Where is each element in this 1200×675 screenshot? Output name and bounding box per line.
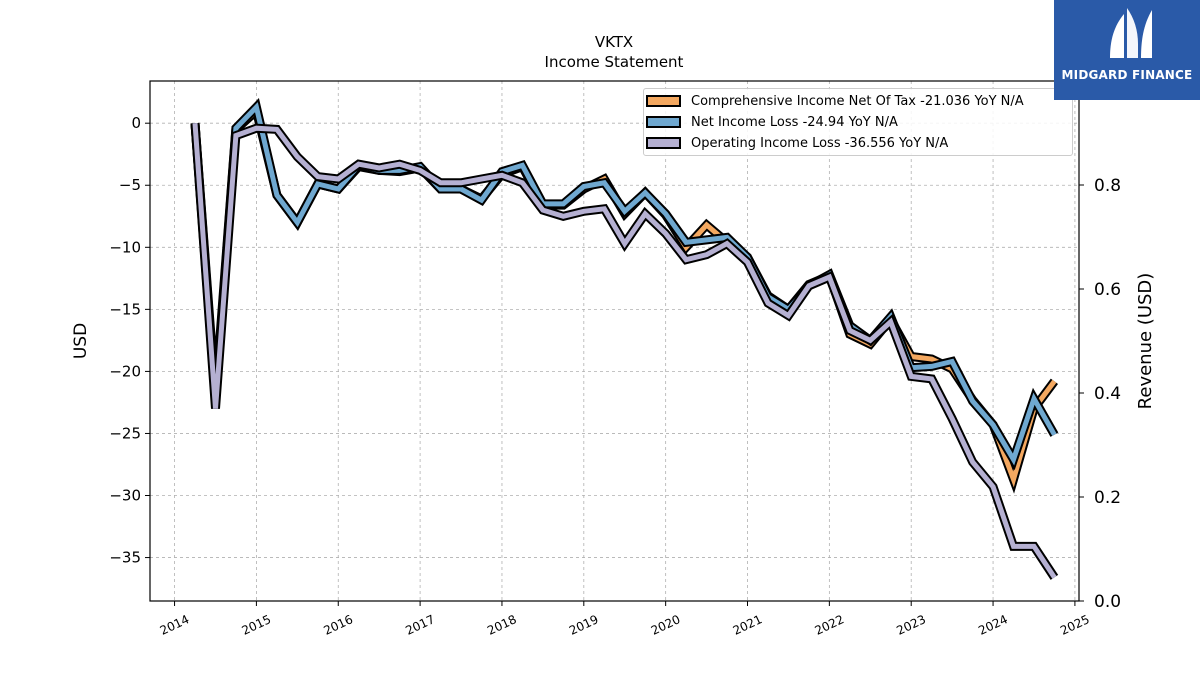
y-tick-label: −35 xyxy=(109,549,141,567)
x-tick-label: 2021 xyxy=(731,612,765,638)
y-tick-label: 0 xyxy=(131,114,141,132)
y-right-tick-label: 0.6 xyxy=(1094,280,1121,300)
x-tick-label: 2019 xyxy=(567,612,601,638)
legend-swatch xyxy=(646,95,681,107)
x-tick-label: 2025 xyxy=(1058,612,1092,638)
y-tick-label: −15 xyxy=(109,300,141,318)
logo-text: MIDGARD FINANCE xyxy=(1061,68,1193,82)
legend-item-operating-income: Operating Income Loss -36.556 YoY N/A xyxy=(644,134,1072,154)
y-axis-right-label: Revenue (USD) xyxy=(1135,273,1156,410)
right-y-axis: 0.0 0.2 0.4 0.6 0.8 xyxy=(1079,176,1121,612)
legend-swatch xyxy=(646,116,681,128)
y-right-tick-label: 0.8 xyxy=(1094,176,1121,196)
y-right-tick-label: 0.2 xyxy=(1094,488,1121,508)
series-line-comprehensive-income-net-of-tax xyxy=(192,106,1057,488)
logo-mark-icon xyxy=(1110,8,1152,58)
series-outline-operating-income-loss xyxy=(190,122,1059,580)
grid xyxy=(150,81,1079,601)
chart-title: VKTX xyxy=(595,33,633,51)
midgard-finance-logo: MIDGARD FINANCE xyxy=(1054,0,1200,100)
x-tick-label: 2014 xyxy=(158,612,192,638)
y-tick-label: −25 xyxy=(109,424,141,442)
x-tick-label: 2018 xyxy=(485,612,519,638)
x-tick-label: 2017 xyxy=(403,612,437,638)
series-outline-comprehensive-income-net-of-tax xyxy=(190,102,1059,494)
chart-legend: Comprehensive Income Net Of Tax -21.036 … xyxy=(643,88,1073,156)
plot-frame xyxy=(149,80,1080,602)
x-tick-label: 2023 xyxy=(894,612,928,638)
y-right-tick-label: 0.0 xyxy=(1094,592,1121,612)
x-tick-label: 2022 xyxy=(813,612,847,638)
x-tick-label: 2015 xyxy=(240,612,274,638)
chart-subtitle: Income Statement xyxy=(545,53,684,71)
legend-swatch xyxy=(646,137,681,149)
y-tick-label: −5 xyxy=(119,176,141,194)
y-tick-label: −10 xyxy=(109,238,141,256)
x-axis: 2014 2015 2016 2017 2018 2019 2020 2021 2022 2023… xyxy=(158,601,1092,638)
x-tick-label: 2024 xyxy=(976,612,1010,638)
legend-label: Comprehensive Income Net Of Tax -21.036 … xyxy=(691,94,1024,109)
legend-label: Net Income Loss -24.94 YoY N/A xyxy=(691,115,898,130)
y-axis-label: USD xyxy=(71,323,91,359)
series-line-operating-income-loss xyxy=(192,123,1057,579)
legend-item-net-income: Net Income Loss -24.94 YoY N/A xyxy=(644,113,1072,133)
left-y-axis: 0 −5 −10 −15 −20 −25 −30 −35 xyxy=(109,114,150,567)
legend-item-comprehensive-income: Comprehensive Income Net Of Tax -21.036 … xyxy=(644,92,1072,112)
series-lines xyxy=(190,98,1059,580)
series-outline-net-income-loss xyxy=(190,98,1059,471)
legend-label: Operating Income Loss -36.556 YoY N/A xyxy=(691,136,949,151)
y-tick-label: −30 xyxy=(109,487,141,505)
x-tick-label: 2016 xyxy=(321,612,355,638)
series-line-net-income-loss xyxy=(192,102,1057,466)
y-right-tick-label: 0.4 xyxy=(1094,384,1121,404)
x-tick-label: 2020 xyxy=(649,612,683,638)
y-tick-label: −20 xyxy=(109,362,141,380)
